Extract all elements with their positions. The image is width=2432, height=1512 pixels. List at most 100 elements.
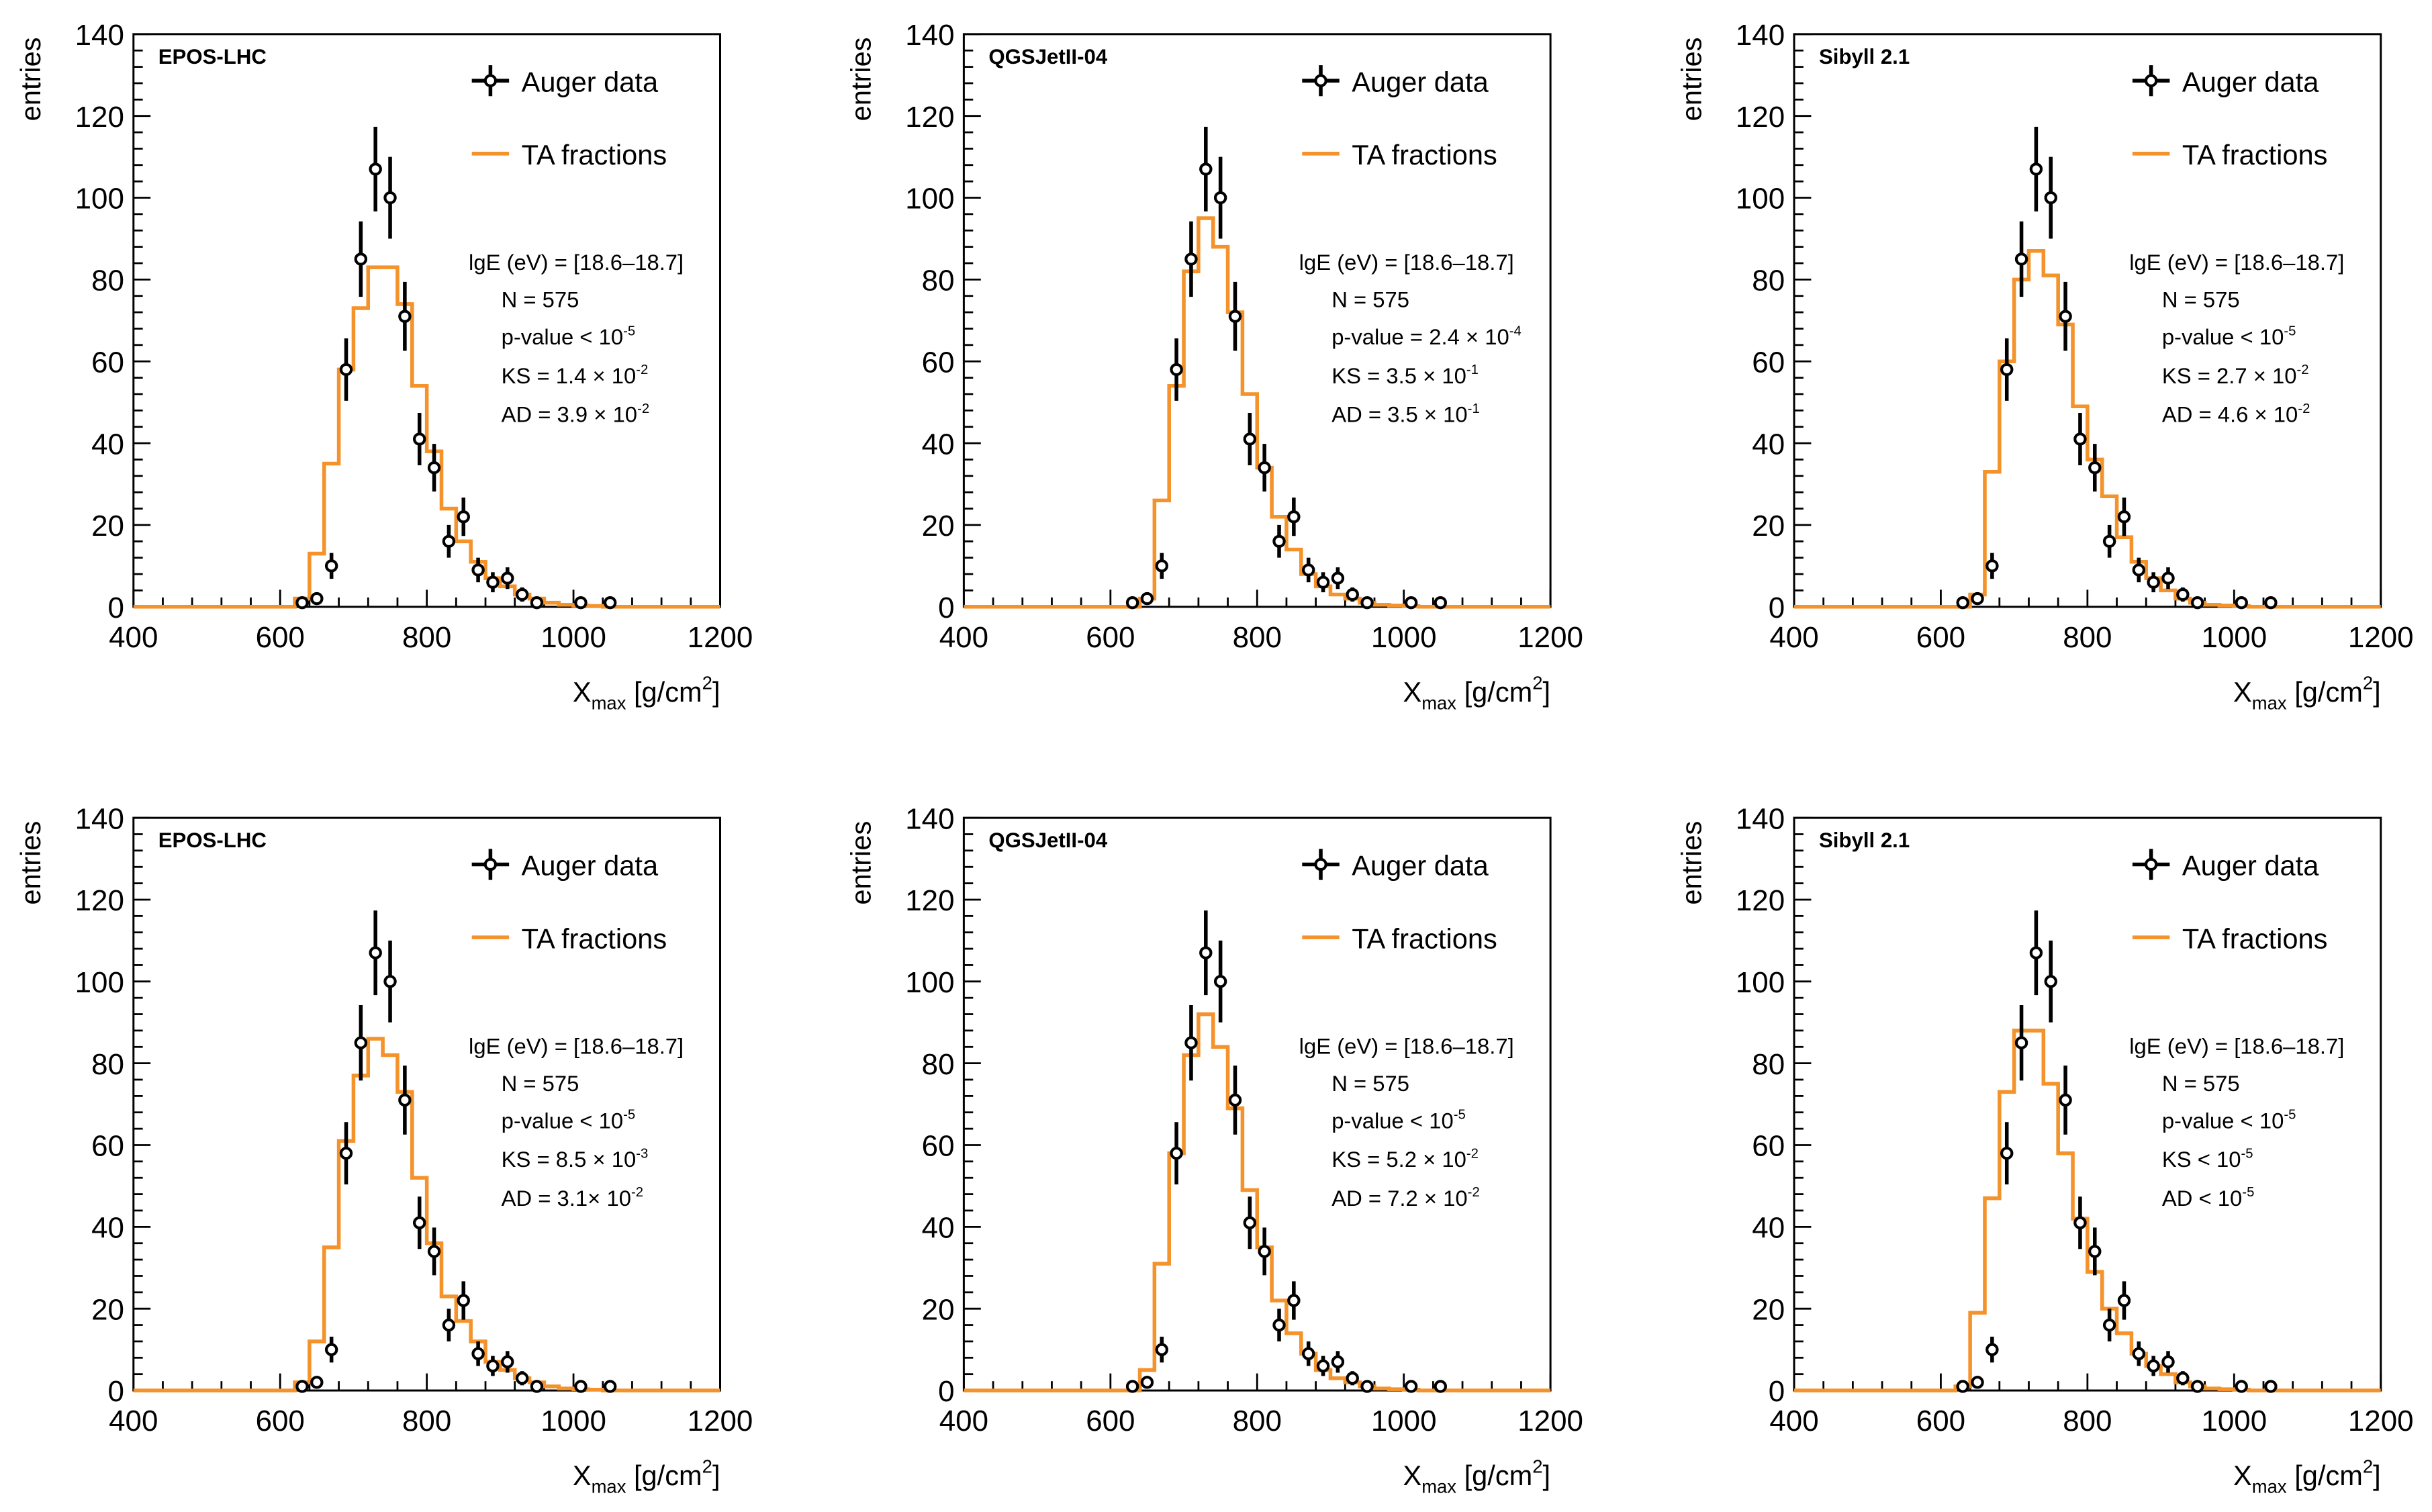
data-point [501, 1355, 514, 1369]
x-tick-label: 600 [1916, 621, 1965, 654]
x-tick-label: 600 [256, 621, 305, 654]
data-point [1971, 592, 1984, 606]
data-point [2000, 363, 2014, 377]
stats-energy-bin: lgE (eV) = [18.6–18.7] [1299, 1033, 1514, 1058]
stats-n-events: N = 575 [2162, 1071, 2240, 1096]
data-point [1971, 1376, 1984, 1389]
y-tick-label: 80 [1752, 1048, 1785, 1081]
data-point [1346, 1372, 1359, 1385]
data-point [1125, 1380, 1139, 1393]
data-point [2161, 1355, 2175, 1369]
data-point [2147, 1359, 2160, 1373]
x-tick-label: 400 [939, 621, 988, 654]
data-point [2264, 1380, 2278, 1393]
y-tick-label: 120 [75, 101, 124, 134]
data-point [413, 432, 426, 446]
data-point [339, 1146, 353, 1160]
data-point [1272, 1318, 1286, 1332]
data-point [383, 191, 397, 205]
data-point [295, 1380, 309, 1393]
data-point [427, 461, 441, 475]
y-tick-label: 100 [75, 183, 124, 216]
data-point [369, 946, 382, 959]
data-point [1404, 596, 1418, 610]
y-tick-label: 40 [922, 428, 955, 461]
y-tick-label: 140 [75, 19, 124, 52]
data-point [413, 1216, 426, 1229]
data-point [530, 596, 544, 610]
model-label: QGSJetII-04 [988, 45, 1107, 68]
panel-3: 400 600 800 1000 1200 0 20 40 60 80 100 120 140 entri… [1675, 19, 2413, 713]
x-tick-label: 800 [402, 621, 451, 654]
stats-ks: KS = 5.2 × 10-2 [1331, 1146, 1479, 1172]
legend-ta-label: TA fractions [522, 923, 667, 954]
stats-p-value: p-value < 10-5 [1331, 1108, 1466, 1133]
x-tick-label: 1000 [2201, 1405, 2267, 1437]
data-point [324, 1343, 338, 1356]
data-point [1985, 559, 1999, 573]
data-point [2190, 596, 2204, 610]
data-point [1346, 587, 1359, 602]
model-label: EPOS-LHC [158, 45, 267, 68]
y-tick-label: 40 [1752, 1212, 1785, 1245]
y-tick-label: 40 [91, 1212, 124, 1245]
y-tick-label: 100 [1736, 183, 1785, 216]
data-point [2044, 191, 2057, 205]
plot-frame [1793, 816, 2382, 1392]
x-tick-label: 1200 [688, 621, 753, 654]
data-point [574, 1380, 588, 1393]
stats-ks: KS = 3.5 × 10-1 [1331, 363, 1479, 388]
legend-ta-label: TA fractions [522, 139, 667, 171]
legend-data-marker [1314, 74, 1327, 87]
legend-data-label: Auger data [1352, 850, 1489, 882]
y-axis-title: entries [1675, 37, 1707, 121]
data-point [398, 1093, 412, 1107]
legend-ta-label: TA fractions [2182, 139, 2328, 171]
data-point [1125, 596, 1139, 610]
panel-6: 400 600 800 1000 1200 0 20 40 60 80 100 120 140 entri… [1675, 802, 2413, 1497]
data-point [2088, 461, 2102, 475]
stats-ad: AD = 3.1× 10-2 [502, 1185, 643, 1211]
y-axis-title: entries [1675, 821, 1707, 905]
data-point [1199, 946, 1213, 959]
data-point [486, 1359, 500, 1373]
data-point [369, 162, 382, 176]
data-point [1199, 162, 1213, 176]
data-point [1258, 1245, 1271, 1258]
y-tick-label: 100 [1736, 966, 1785, 999]
data-point [1287, 1294, 1301, 1307]
ta-fractions-histogram [964, 1012, 1551, 1392]
y-tick-label: 140 [1736, 19, 1785, 52]
data-point [1243, 432, 1257, 446]
data-point [2088, 1245, 2102, 1258]
data-point [442, 1318, 456, 1332]
x-tick-label: 400 [109, 1405, 158, 1437]
data-point [1184, 252, 1198, 266]
y-tick-label: 80 [1752, 265, 1785, 297]
ta-fractions-histogram [964, 216, 1551, 609]
data-point [2176, 1372, 2190, 1385]
data-point [2117, 1294, 2131, 1307]
x-tick-label: 600 [1086, 1405, 1135, 1437]
panel-5: 400 600 800 1000 1200 0 20 40 60 80 100 120 140 entri… [845, 802, 1583, 1497]
x-tick-label: 800 [2063, 1405, 2112, 1437]
y-tick-label: 60 [1752, 1130, 1785, 1163]
stats-n-events: N = 575 [1331, 287, 1409, 312]
stats-p-value: p-value < 10-5 [502, 1108, 636, 1133]
y-tick-label: 40 [91, 428, 124, 461]
data-point [1258, 461, 1271, 475]
y-tick-label: 40 [922, 1212, 955, 1245]
stats-ks: KS = 1.4 × 10-2 [502, 363, 649, 388]
y-tick-label: 0 [1769, 592, 1785, 624]
data-point [2073, 1216, 2087, 1229]
stats-energy-bin: lgE (eV) = [18.6–18.7] [2129, 250, 2344, 275]
x-tick-label: 800 [2063, 621, 2112, 654]
data-point [2190, 1380, 2204, 1393]
x-tick-label: 1000 [1371, 1405, 1437, 1437]
y-tick-label: 140 [1736, 802, 1785, 835]
x-tick-label: 1000 [2201, 621, 2267, 654]
data-point [1301, 1347, 1315, 1360]
x-axis-title: Xmax [g/cm2] [2233, 1456, 2381, 1497]
data-point [2102, 534, 2116, 548]
ta-fractions-histogram [133, 1037, 720, 1392]
